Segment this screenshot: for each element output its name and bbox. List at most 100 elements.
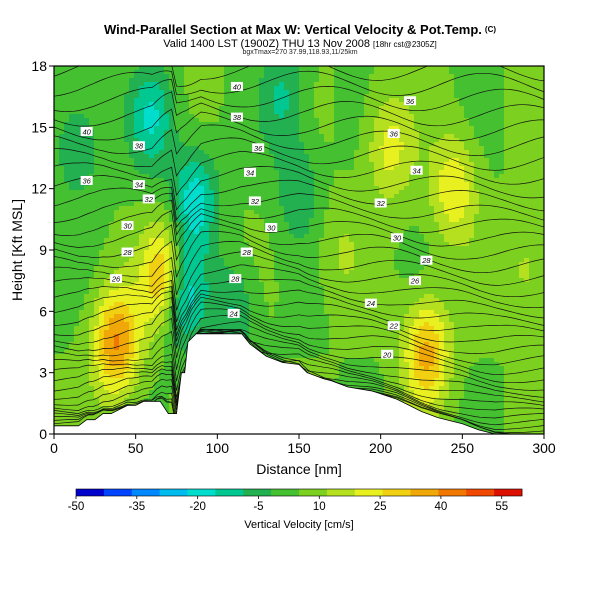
field-cell: [139, 314, 145, 319]
field-cell: [294, 114, 300, 119]
field-cell: [129, 390, 135, 395]
field-cell: [209, 246, 215, 251]
field-cell: [239, 102, 245, 107]
field-cell: [314, 78, 320, 83]
field-cell: [114, 158, 120, 163]
field-cell: [59, 390, 65, 395]
field-cell: [114, 146, 120, 151]
field-cell: [174, 254, 180, 259]
field-cell: [269, 246, 275, 251]
field-cell: [309, 338, 315, 343]
field-cell: [234, 318, 240, 323]
field-cell: [309, 274, 315, 279]
field-cell: [174, 238, 180, 243]
field-cell: [214, 150, 220, 155]
field-cell: [74, 386, 80, 391]
field-cell: [104, 162, 110, 167]
field-cell: [164, 162, 170, 167]
field-cell: [79, 94, 85, 99]
field-cell: [149, 238, 155, 243]
field-cell: [214, 190, 220, 195]
field-cell: [124, 118, 130, 123]
field-cell: [199, 118, 205, 123]
field-cell: [129, 262, 135, 267]
field-cell: [264, 294, 270, 299]
field-cell: [259, 122, 265, 127]
field-cell: [109, 286, 115, 291]
field-cell: [69, 262, 75, 267]
field-cell: [294, 66, 300, 71]
field-cell: [64, 222, 70, 227]
field-cell: [69, 310, 75, 315]
field-cell: [294, 142, 300, 147]
field-cell: [54, 354, 60, 359]
field-cell: [94, 414, 100, 419]
field-cell: [104, 134, 110, 139]
field-cell: [274, 214, 280, 219]
field-cell: [199, 154, 205, 159]
field-cell: [239, 266, 245, 271]
field-cell: [139, 226, 145, 231]
field-cell: [214, 166, 220, 171]
field-cell: [204, 250, 210, 255]
field-cell: [204, 246, 210, 251]
field-cell: [139, 302, 145, 307]
field-cell: [104, 74, 110, 79]
field-cell: [159, 222, 165, 227]
field-cell: [119, 234, 125, 239]
field-cell: [99, 386, 105, 391]
field-cell: [74, 66, 80, 71]
field-cell: [139, 166, 145, 171]
field-cell: [99, 334, 105, 339]
field-cell: [129, 374, 135, 379]
field-cell: [124, 154, 130, 159]
field-cell: [324, 74, 330, 79]
field-cell: [289, 266, 295, 271]
field-cell: [289, 306, 295, 311]
field-cell: [194, 74, 200, 79]
field-cell: [304, 262, 310, 267]
field-cell: [174, 322, 180, 327]
field-cell: [84, 226, 90, 231]
field-cell: [294, 130, 300, 135]
field-cell: [249, 230, 255, 235]
field-cell: [284, 138, 290, 143]
field-cell: [89, 194, 95, 199]
field-cell: [89, 214, 95, 219]
chart-title-text: Wind-Parallel Section at Max W: Vertical…: [103, 22, 482, 37]
field-cell: [274, 78, 280, 83]
field-cell: [269, 354, 275, 359]
field-cell: [269, 290, 275, 295]
field-cell: [129, 386, 135, 391]
field-cell: [249, 286, 255, 291]
field-cell: [269, 122, 275, 127]
field-cell: [59, 166, 65, 171]
field-cell: [194, 318, 200, 323]
field-cell: [209, 106, 215, 111]
field-cell: [94, 94, 100, 99]
field-cell: [249, 78, 255, 83]
field-cell: [84, 398, 90, 403]
field-cell: [234, 254, 240, 259]
field-cell: [99, 170, 105, 175]
field-cell: [229, 110, 235, 115]
field-cell: [99, 394, 105, 399]
field-cell: [54, 158, 60, 163]
field-cell: [139, 250, 145, 255]
field-cell: [249, 94, 255, 99]
field-cell: [94, 350, 100, 355]
field-cell: [224, 242, 230, 247]
field-cell: [219, 230, 225, 235]
field-cell: [54, 338, 60, 343]
field-cell: [224, 182, 230, 187]
field-cell: [289, 158, 295, 163]
field-cell: [64, 230, 70, 235]
field-cell: [249, 310, 255, 315]
field-cell: [314, 230, 320, 235]
field-cell: [169, 202, 175, 207]
field-cell: [324, 90, 330, 95]
field-cell: [229, 286, 235, 291]
field-cell: [254, 138, 260, 143]
field-cell: [284, 74, 290, 79]
field-cell: [254, 330, 260, 335]
